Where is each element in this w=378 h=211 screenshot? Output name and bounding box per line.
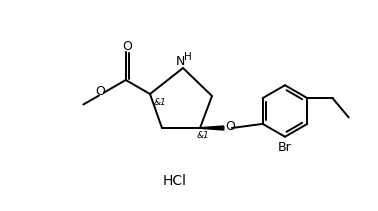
Text: O: O bbox=[122, 39, 132, 53]
Polygon shape bbox=[200, 126, 224, 130]
Text: &1: &1 bbox=[197, 131, 209, 141]
Text: Br: Br bbox=[278, 141, 292, 154]
Text: H: H bbox=[184, 52, 192, 62]
Text: N: N bbox=[175, 54, 185, 68]
Text: O: O bbox=[95, 85, 105, 98]
Text: O: O bbox=[225, 120, 235, 134]
Text: HCl: HCl bbox=[163, 174, 187, 188]
Text: &1: &1 bbox=[153, 97, 166, 107]
